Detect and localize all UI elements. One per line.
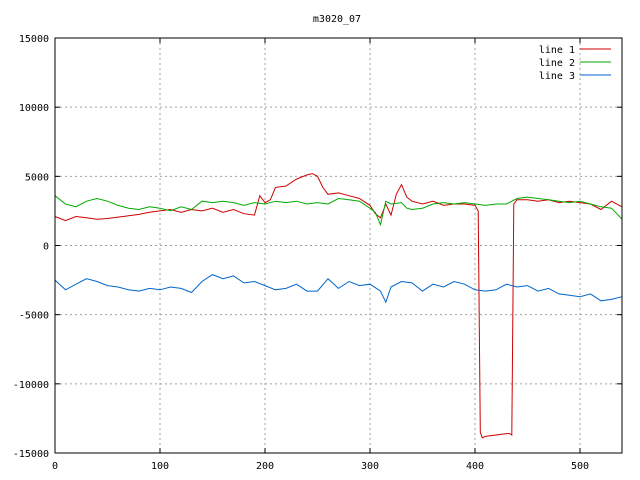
x-tick-label: 100: [151, 461, 169, 472]
legend-label-1: line 1: [539, 45, 575, 56]
legend: line 1 line 2 line 3: [539, 45, 611, 82]
legend-label-2: line 2: [539, 58, 575, 69]
legend-label-3: line 3: [539, 71, 575, 82]
x-tick-label: 0: [52, 461, 58, 472]
x-tick-label: 200: [256, 461, 274, 472]
chart-title: m3020_07: [313, 14, 361, 25]
x-tick-label: 500: [571, 461, 589, 472]
y-tick-label: 10000: [19, 103, 49, 114]
grid: [55, 38, 622, 453]
series-line-3: [54, 274, 623, 304]
x-tick-label: 300: [361, 461, 379, 472]
x-tick-label: 400: [466, 461, 484, 472]
y-tick-label: -10000: [13, 380, 49, 391]
series-line-1: [54, 173, 623, 439]
series-line-2: [54, 195, 623, 227]
y-tick-label: 15000: [19, 34, 49, 45]
y-tick-label: 5000: [25, 172, 49, 183]
series-group: [54, 173, 623, 439]
axis-ticks: 0 100 200 300 400 500 -15000 -10000 -5000 0 5000 10…: [13, 34, 622, 472]
y-tick-label: 0: [43, 242, 49, 253]
y-tick-label: -15000: [13, 449, 49, 460]
y-tick-label: -5000: [19, 311, 49, 322]
